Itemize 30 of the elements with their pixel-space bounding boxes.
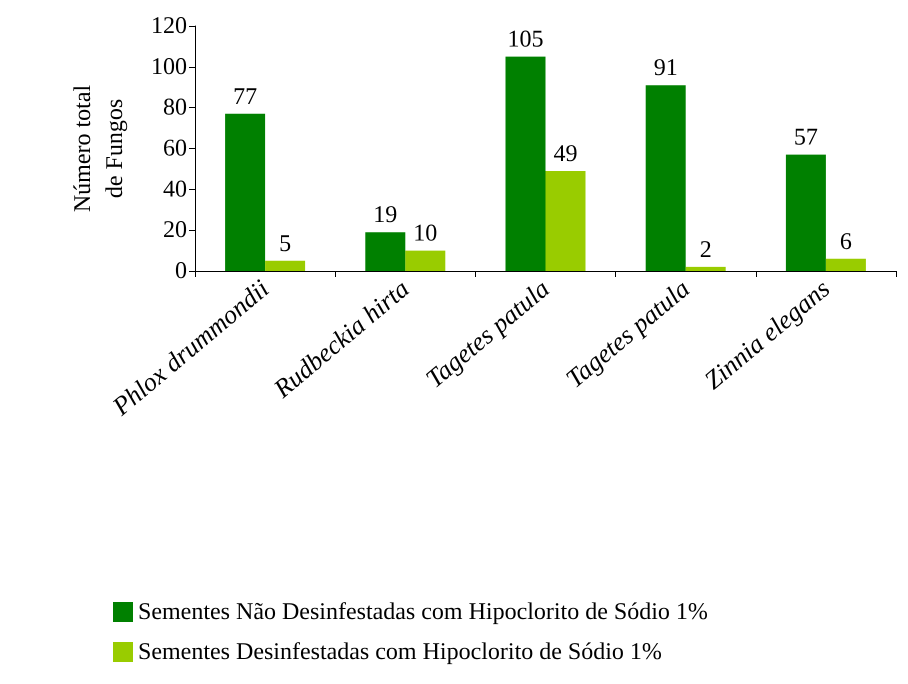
data-label: 91 — [654, 55, 678, 82]
data-label: 19 — [373, 202, 398, 228]
y-tick-label: 40 — [163, 176, 187, 202]
data-label: 77 — [233, 84, 258, 110]
bar — [786, 154, 826, 271]
y-tick-label: 20 — [163, 217, 187, 244]
y-tick-label: 80 — [163, 94, 187, 121]
y-tick-label: 120 — [151, 13, 187, 39]
bar — [365, 232, 406, 271]
data-label: 5 — [279, 230, 292, 257]
bar — [506, 56, 546, 271]
data-label: 49 — [554, 140, 578, 167]
y-axis-title: Número total de Fungos — [70, 84, 128, 212]
data-label: 10 — [413, 220, 438, 247]
data-label: 105 — [508, 26, 544, 53]
bar — [225, 114, 266, 271]
bar — [826, 258, 866, 271]
y-tick-label: 0 — [175, 258, 187, 284]
y-tick-label: 60 — [163, 136, 187, 162]
data-label: 2 — [700, 236, 712, 263]
legend-label: Sementes Desinfestadas com Hipoclorito de Sódio 1% — [138, 639, 662, 665]
data-label: 6 — [840, 228, 852, 255]
bar — [265, 260, 306, 271]
legend-label: Sementes Não Desinfestadas com Hipoclorito de Sódio 1% — [138, 599, 708, 625]
bar — [646, 85, 686, 271]
bar — [405, 250, 446, 271]
bar — [686, 266, 726, 271]
data-label: 57 — [794, 124, 818, 151]
bar — [546, 170, 586, 271]
y-tick-label: 100 — [151, 54, 187, 80]
